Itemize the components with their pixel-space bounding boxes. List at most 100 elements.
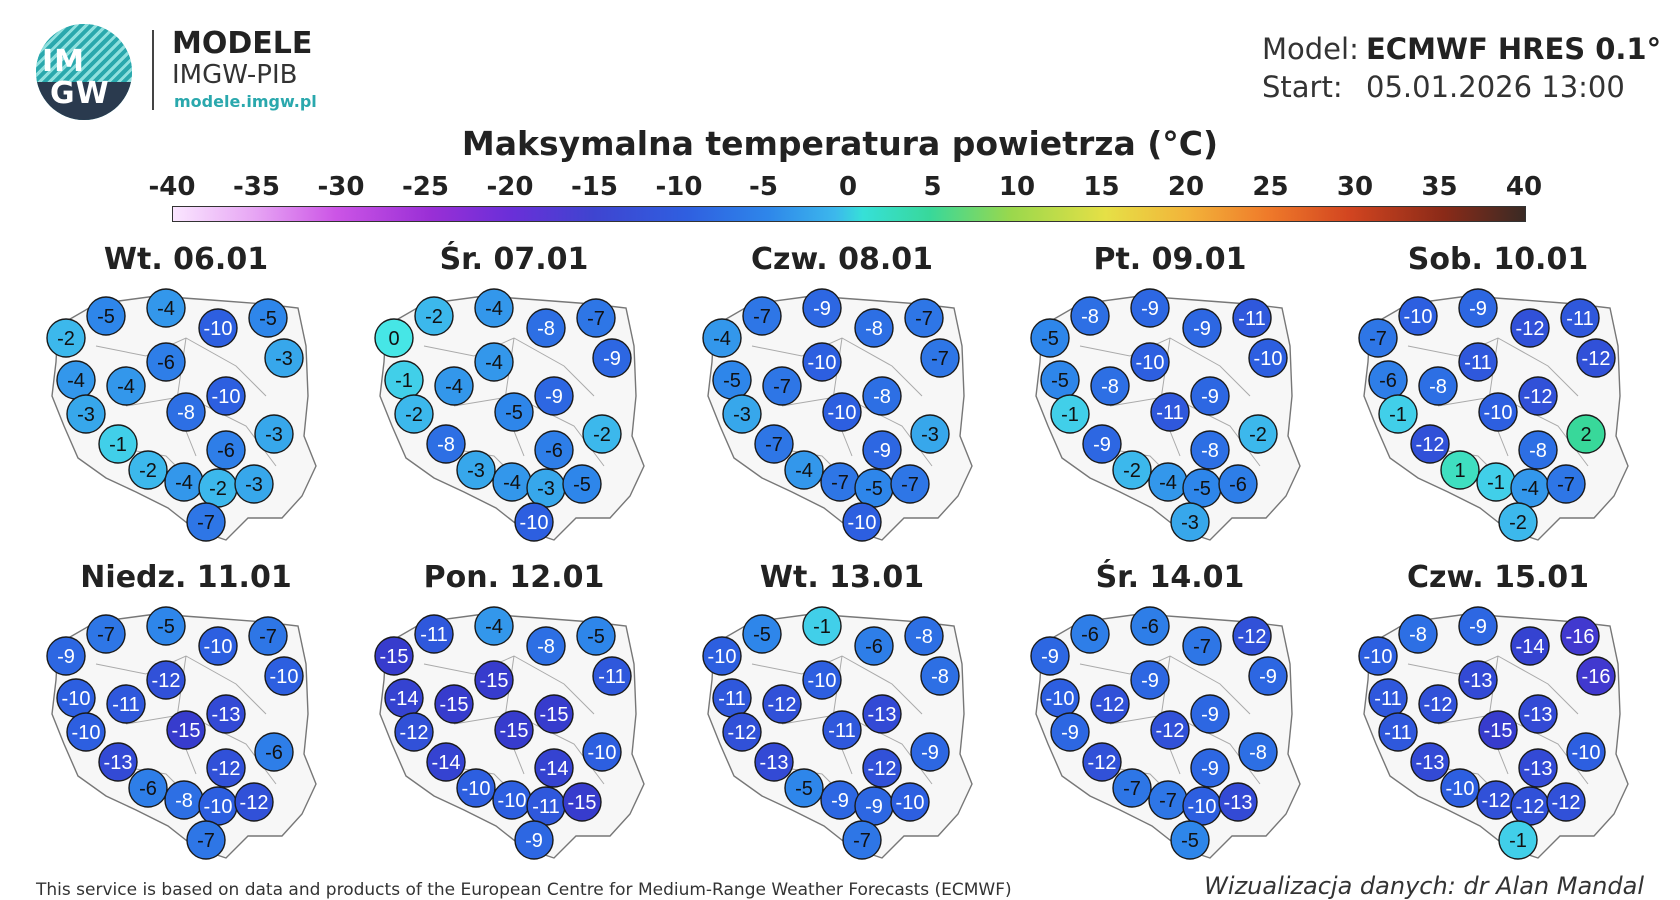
temperature-value: -10	[708, 646, 737, 668]
temperature-marker: -11	[1232, 298, 1272, 338]
temperature-bubble	[534, 376, 574, 416]
temperature-value: -14	[390, 688, 419, 710]
temperature-marker: -11	[822, 710, 862, 750]
temperature-bubble	[1458, 660, 1498, 700]
temperature-bubble	[534, 694, 574, 734]
day-panel: Sob. 10.01 -10 -9 -11 -7 -12 -12 -11 -6 -8 -12 -1 -1…	[1348, 242, 1648, 542]
temperature-value: -1	[395, 370, 413, 392]
temperature-value: -2	[1509, 512, 1527, 534]
temperature-value: -4	[795, 460, 813, 482]
day-panel: Czw. 08.01 -7 -9 -7 -4 -8 -7 -10 -5 -7 -8 -3 -10 -3 -7…	[692, 242, 992, 542]
temperature-value: -13	[868, 704, 897, 726]
day-panel: Pt. 09.01 -8 -9 -11 -5 -9 -10 -10 -5 -8 -9 -1 -11 -2-…	[1020, 242, 1320, 542]
temperature-marker: -12	[146, 660, 186, 700]
temperature-value: -7	[753, 306, 771, 328]
temperature-value: -8	[1529, 440, 1547, 462]
day-label: Wt. 13.01	[759, 560, 925, 595]
temperature-bubble	[854, 626, 894, 666]
temperature-marker: -2	[394, 394, 434, 434]
temperature-marker: -1	[802, 606, 842, 646]
temperature-value: -7	[831, 472, 849, 494]
temperature-bubble	[1182, 308, 1222, 348]
temperature-marker: -8	[1518, 430, 1558, 470]
temperature-value: -11	[532, 796, 559, 818]
temperature-marker: -15	[166, 710, 206, 750]
temperature-marker: -11	[1150, 392, 1190, 432]
temperature-marker: -12	[1150, 710, 1190, 750]
temperature-marker: -5	[86, 296, 126, 336]
temperature-marker: -4	[492, 462, 532, 502]
temperature-marker: -14	[384, 678, 424, 718]
temperature-marker: -12	[1476, 780, 1516, 820]
temperature-value: -4	[445, 376, 463, 398]
temperature-value: -13	[1464, 670, 1493, 692]
temperature-marker: -5	[1170, 820, 1210, 860]
temperature-bubble	[1576, 338, 1616, 378]
temperature-value: -10	[588, 742, 617, 764]
temperature-marker: -2	[582, 414, 622, 454]
temperature-bubble	[842, 502, 882, 542]
temperature-marker: -10	[1358, 636, 1398, 676]
temperature-marker: -12	[722, 712, 762, 752]
temperature-marker: -10	[802, 342, 842, 382]
temperature-marker: -4	[146, 288, 186, 328]
temperature-value: -7	[259, 626, 277, 648]
temperature-bubble	[1232, 616, 1272, 656]
temperature-value: -12	[1516, 796, 1545, 818]
temperature-value: -11	[598, 666, 625, 688]
day-label: Sob. 10.01	[1407, 242, 1589, 277]
temperature-bubble	[1070, 296, 1110, 336]
temperature-value: 1	[1454, 460, 1465, 482]
temperature-bubble	[514, 502, 554, 542]
temperature-bubble	[474, 660, 514, 700]
temperature-bubble	[1238, 732, 1278, 772]
temperature-value: -6	[545, 440, 563, 462]
temperature-bubble	[234, 782, 274, 822]
temperature-value: -9	[1041, 646, 1059, 668]
temperature-value: -8	[1201, 440, 1219, 462]
temperature-marker: -10	[1440, 768, 1480, 808]
temperature-value: 0	[388, 328, 399, 350]
brand-subtitle: IMGW-PIB	[172, 60, 298, 90]
brand-url-link[interactable]: modele.imgw.pl	[174, 92, 317, 111]
brand-title: MODELE	[172, 26, 313, 61]
temperature-value: -1	[1487, 472, 1505, 494]
temperature-value: -11	[828, 720, 855, 742]
temperature-value: -5	[259, 308, 277, 330]
temperature-marker: -6	[1218, 464, 1258, 504]
temperature-bubble	[1050, 394, 1090, 434]
temperature-marker: -4	[474, 288, 514, 328]
temperature-value: -9	[873, 440, 891, 462]
temperature-bubble	[1190, 430, 1230, 470]
temperature-marker: -6	[534, 430, 574, 470]
temperature-bubble	[1518, 748, 1558, 788]
temperature-value: -9	[813, 298, 831, 320]
temperature-bubble	[434, 366, 474, 406]
poland-map: -6 -6 -12-9 -7-9-9-10 -12 -9-9 -12-8-12 -9-7-7-…	[1030, 606, 1301, 860]
day-panel: Wt. 06.01 -5 -4 -5 -2 -10 -3 -6 -4 -4 -10 -3 -8 -3 -1-…	[36, 242, 336, 542]
temperature-marker: -9	[1190, 748, 1230, 788]
temperature-bubble	[474, 342, 514, 382]
temperature-bubble	[784, 768, 824, 808]
temperature-value: -7	[1193, 636, 1211, 658]
temperature-value: -3	[537, 478, 555, 500]
visualization-credit: Wizualizacja danych: dr Alan Mandal	[1204, 872, 1644, 900]
day-label: Pt. 09.01	[1093, 242, 1247, 277]
temperature-bubble	[198, 626, 238, 666]
temperature-bubble	[1498, 820, 1538, 860]
temperature-marker: -10	[198, 626, 238, 666]
temperature-value: -7	[901, 474, 919, 496]
temperature-value: -14	[1516, 636, 1545, 658]
poland-map: -5 -1 -8-10 -6-8-10-11 -12 -13-12 -11-9-13 -12-…	[702, 606, 973, 860]
temperature-marker: -8	[1090, 366, 1130, 406]
temperature-marker: -10	[56, 678, 96, 718]
temperature-bubble	[1546, 782, 1586, 822]
temperature-bubble	[146, 606, 186, 646]
temperature-bubble	[254, 732, 294, 772]
temperature-bubble	[842, 820, 882, 860]
temperature-value: -5	[1181, 830, 1199, 852]
temperature-marker: -16	[1576, 656, 1616, 696]
temperature-marker: -1	[384, 360, 424, 400]
temperature-marker: -10	[198, 308, 238, 348]
temperature-marker: -10	[1566, 732, 1606, 772]
